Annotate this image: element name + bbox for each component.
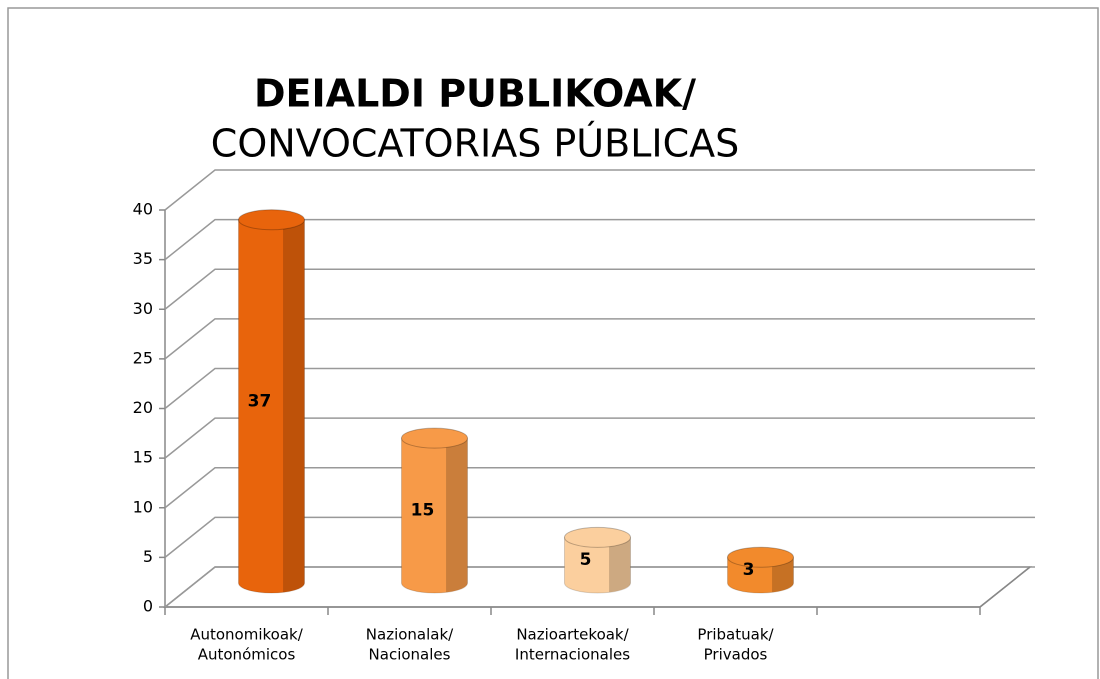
chart-subtitle: CONVOCATORIAS PÚBLICAS bbox=[211, 122, 739, 166]
value-label: 15 bbox=[411, 501, 435, 521]
grid-line bbox=[164, 268, 1035, 310]
bar-body bbox=[401, 437, 468, 594]
grid-line bbox=[164, 367, 1035, 410]
grid-line bbox=[164, 467, 1035, 509]
grid-line bbox=[164, 417, 1035, 459]
bar-shade bbox=[446, 438, 468, 592]
bar-shade bbox=[772, 557, 794, 592]
y-tick-label: 35 bbox=[133, 249, 153, 268]
x-tick-label: Nazioartekoak/ bbox=[516, 626, 629, 644]
y-tick-label: 0 bbox=[143, 597, 153, 616]
bar bbox=[727, 546, 794, 594]
value-label: 37 bbox=[248, 391, 272, 411]
y-tick-label: 30 bbox=[133, 299, 153, 318]
chart-title: DEIALDI PUBLIKOAK/ bbox=[254, 72, 696, 116]
y-tick-label: 5 bbox=[143, 547, 153, 566]
x-tick-label: Pribatuak/ bbox=[697, 626, 774, 644]
bar-top bbox=[401, 427, 468, 449]
y-tick-label: 10 bbox=[133, 497, 153, 516]
bar-top bbox=[238, 209, 305, 231]
value-label: 5 bbox=[580, 550, 592, 570]
grid-line bbox=[164, 218, 1035, 261]
x-tick-label: Nacionales bbox=[369, 646, 451, 664]
y-tick-label: 25 bbox=[133, 348, 153, 367]
bar-top bbox=[564, 526, 631, 548]
x-tick-label: Autonómicos bbox=[198, 646, 296, 664]
bar bbox=[238, 209, 305, 594]
y-tick-label: 15 bbox=[133, 448, 153, 467]
bar-body bbox=[564, 536, 631, 594]
x-tick-label: Privados bbox=[704, 646, 768, 664]
bar-body bbox=[238, 219, 305, 594]
bar-body bbox=[727, 556, 794, 594]
grid-line bbox=[164, 318, 1035, 360]
y-tick-label: 20 bbox=[133, 398, 153, 417]
x-tick-label: Autonomikoak/ bbox=[190, 626, 303, 644]
y-tick-label: 40 bbox=[133, 200, 153, 219]
value-label: 3 bbox=[743, 560, 755, 580]
grid-line bbox=[164, 169, 1035, 211]
grid-line bbox=[164, 516, 1035, 558]
bar-shade bbox=[609, 537, 631, 592]
bar bbox=[564, 526, 631, 594]
x-tick-label: Internacionales bbox=[515, 646, 630, 664]
x-tick-label: Nazionalak/ bbox=[366, 626, 454, 644]
floor-edge bbox=[979, 566, 1031, 608]
bar bbox=[401, 427, 468, 594]
bar-top bbox=[727, 546, 794, 568]
bar-shade bbox=[283, 219, 305, 592]
